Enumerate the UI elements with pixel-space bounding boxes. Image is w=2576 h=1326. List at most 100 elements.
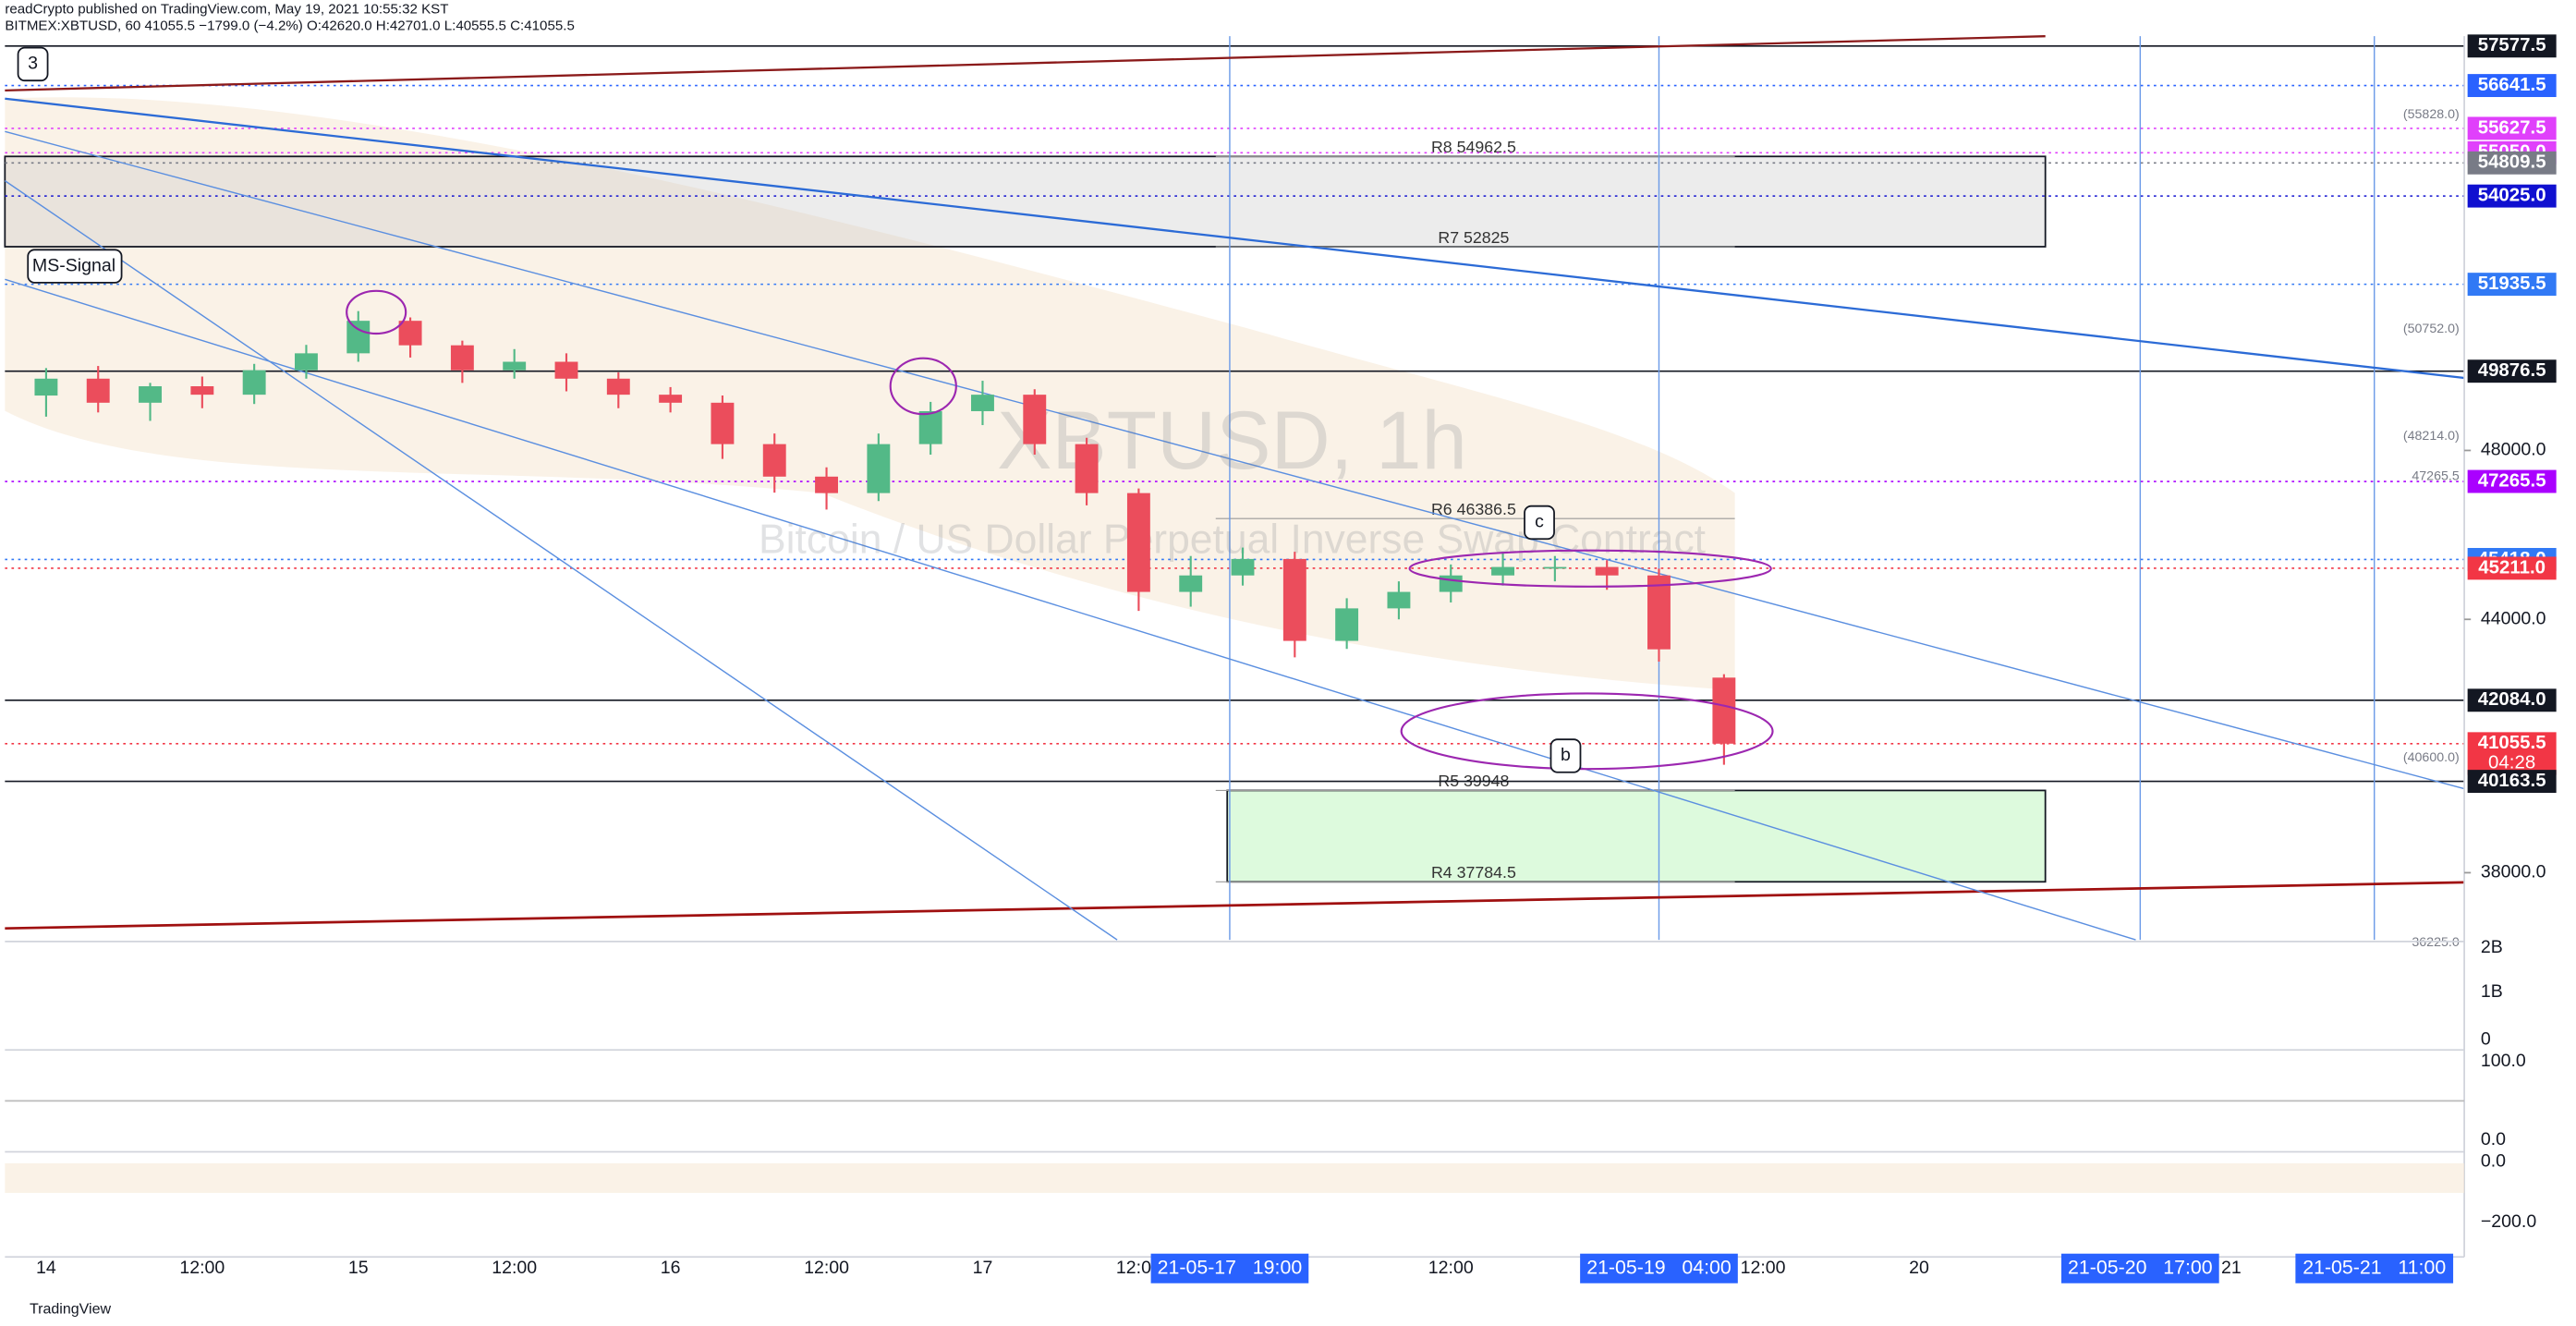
candle-body <box>1712 677 1736 744</box>
side-note: (48214.0) <box>2403 429 2460 444</box>
candle-body <box>918 410 942 444</box>
price-label: 49876.5 <box>2478 359 2546 381</box>
candle-body <box>762 444 786 477</box>
candle-body <box>242 370 266 395</box>
highlight-ellipse <box>346 289 407 335</box>
price-label-box <box>2467 359 2557 383</box>
level-label: R7 52825 <box>1438 228 1509 247</box>
watermark-title: XBTUSD, 1h <box>997 395 1467 486</box>
x-tick-label: 12:00 <box>804 1258 849 1278</box>
candle-body <box>503 361 527 371</box>
footer-brand: TradingView <box>30 1301 111 1317</box>
x-tick-label: 12:00 <box>179 1258 225 1278</box>
pane-tick-label: 2B <box>2481 937 2503 957</box>
time-marker-label: 21-05-21 11:00 <box>2303 1256 2446 1278</box>
x-tick-label: 17 <box>973 1258 993 1278</box>
x-tick-label: 12:00 <box>492 1258 537 1278</box>
price-label-box <box>2467 770 2557 794</box>
candle-body <box>711 402 735 444</box>
price-label-box <box>2467 184 2557 208</box>
price-label-box <box>2467 556 2557 580</box>
highlight-ellipse <box>1400 692 1774 771</box>
trend-line <box>5 35 2046 92</box>
candle-body <box>1179 575 1203 592</box>
side-note: 47265.5 <box>2412 468 2459 483</box>
candle-body <box>867 444 891 493</box>
candle-body <box>1282 558 1306 641</box>
annotation-box <box>27 249 123 284</box>
price-label-box <box>2467 34 2557 58</box>
candle-body <box>1439 575 1463 592</box>
price-label: 51935.5 <box>2478 273 2546 294</box>
candle-body <box>1387 591 1411 609</box>
plot-layer: (55828.0) (50752.0) (48214.0) (40600.0) 4726… <box>34 107 2460 950</box>
candle-body <box>554 361 578 379</box>
trend-line <box>5 97 2465 380</box>
candle-body <box>34 378 58 396</box>
y-tick-label: 44000.0 <box>2481 608 2546 628</box>
time-marker-label: 21-05-20 17:00 <box>2068 1256 2213 1278</box>
header-line: readCrypto published on TradingView.com,… <box>5 2 448 18</box>
annotation-box <box>1524 505 1555 541</box>
x-tick-label: 14 <box>36 1258 56 1278</box>
level-label: R4 37784.5 <box>1431 863 1516 882</box>
candle-body <box>1491 566 1515 576</box>
annotation-box <box>1549 738 1582 773</box>
candle-body <box>606 378 630 395</box>
level-label: R8 54962.5 <box>1431 138 1516 156</box>
pane-band <box>5 1162 2465 1193</box>
x-tick-label: 15 <box>348 1258 369 1278</box>
price-label-box <box>2467 732 2557 775</box>
candle-body <box>971 395 994 411</box>
side-note: (50752.0) <box>2403 322 2460 336</box>
header-line: BITMEX:XBTUSD, 60 41055.5 −1799.0 (−4.2%… <box>5 18 575 33</box>
price-label-box <box>2467 116 2557 140</box>
trend-line <box>4 180 1118 941</box>
candle-body <box>1023 395 1047 444</box>
countdown: 04:28 <box>2488 752 2535 773</box>
x-tick-label: 12:00 <box>1116 1258 1161 1278</box>
price-label-box <box>2467 74 2557 98</box>
candle-body <box>1126 493 1150 592</box>
side-note: (40600.0) <box>2403 750 2460 765</box>
x-tick-label: 12:00 <box>1428 1258 1474 1278</box>
side-note: 36225.0 <box>2412 935 2459 950</box>
annotation: b <box>1561 745 1571 765</box>
candle-body <box>1231 558 1255 576</box>
price-label: 54025.0 <box>2478 185 2546 206</box>
time-marker-box <box>1150 1253 1309 1283</box>
price-label: 41055.5 <box>2478 732 2546 753</box>
highlight-ellipse <box>1408 549 1772 588</box>
annotation: MS-Signal <box>32 255 115 275</box>
price-label-box <box>2467 273 2557 297</box>
time-marker-box <box>2060 1253 2219 1283</box>
cloud-shade <box>5 97 1735 690</box>
candle-body <box>1647 575 1671 650</box>
annotation: c <box>1535 512 1544 532</box>
price-label: 47265.5 <box>2478 469 2546 491</box>
price-axis-bg <box>2464 0 2576 1326</box>
price-label: 57577.5 <box>2478 34 2546 55</box>
candle-body <box>139 386 162 403</box>
candle-body <box>1075 444 1099 493</box>
pane-tick-label: −200.0 <box>2481 1211 2536 1232</box>
trend-line <box>5 278 2136 941</box>
price-label: 42084.0 <box>2478 688 2546 710</box>
highlight-ellipse <box>889 357 957 416</box>
x-tick-label: 16 <box>661 1258 681 1278</box>
candle-body <box>815 476 838 493</box>
pane-tick-label: 0 <box>2481 1029 2491 1050</box>
x-tick-label: 20 <box>1909 1258 1929 1278</box>
price-label: 45211.0 <box>2478 556 2546 578</box>
trend-line <box>5 130 2465 790</box>
candle-body <box>346 321 371 354</box>
price-label: 54809.5 <box>2478 152 2546 173</box>
candle-body <box>450 345 474 371</box>
candle-body <box>1595 566 1619 576</box>
candle-body <box>398 321 422 346</box>
price-label-box <box>2467 151 2557 175</box>
pane-tick-label: 100.0 <box>2481 1051 2526 1071</box>
price-label: 56641.5 <box>2478 74 2546 95</box>
